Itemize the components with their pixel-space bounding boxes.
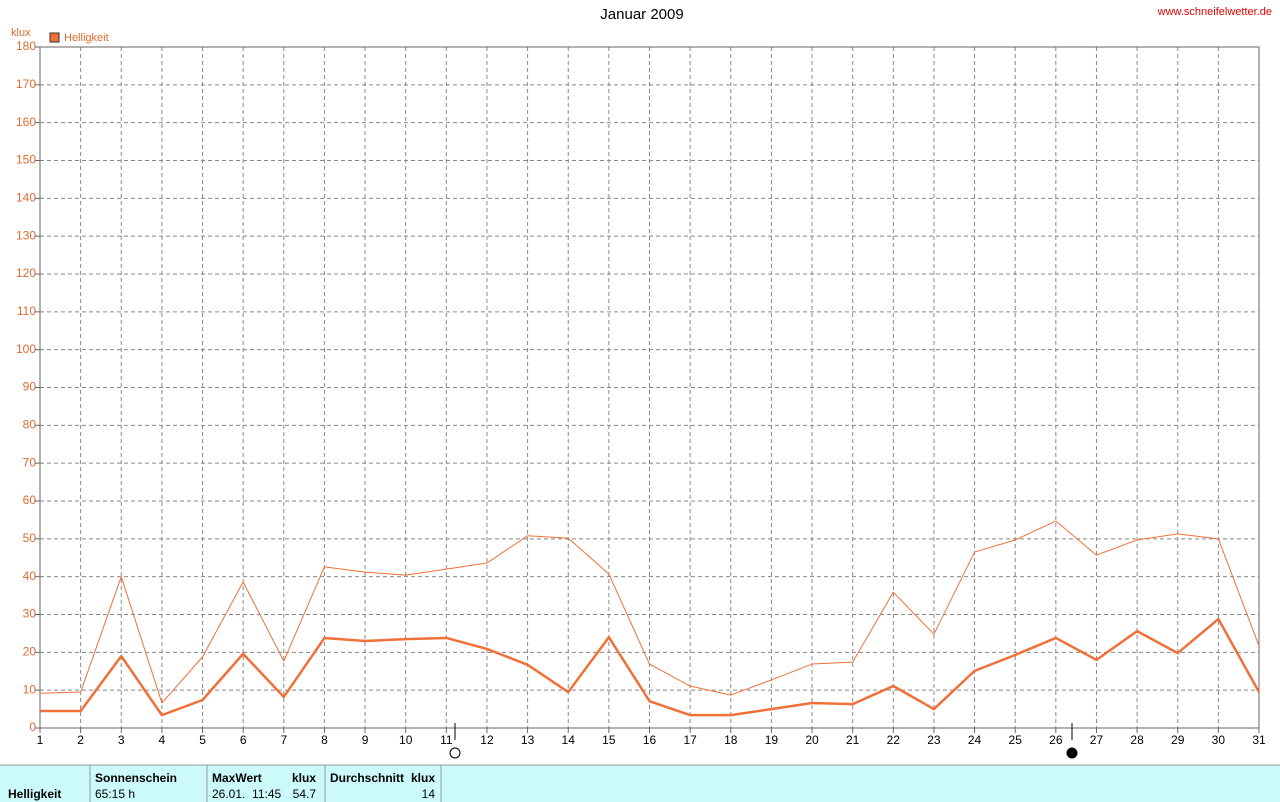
column-header: Durchschnitt	[330, 771, 404, 785]
x-tick-label: 23	[927, 733, 941, 747]
y-tick-label: 40	[23, 569, 37, 583]
y-tick-label: 20	[23, 645, 37, 659]
x-tick-label: 17	[683, 733, 697, 747]
x-tick-label: 15	[602, 733, 616, 747]
x-tick-label: 18	[724, 733, 738, 747]
cell: 14	[422, 787, 436, 801]
column-header: MaxWert	[212, 771, 262, 785]
y-tick-label: 170	[16, 77, 36, 91]
cell: 54.7	[293, 787, 317, 801]
y-tick-label: 100	[16, 342, 36, 356]
table-background	[0, 765, 1280, 802]
x-tick-label: 7	[280, 733, 287, 747]
y-tick-label: 30	[23, 607, 37, 621]
x-tick-label: 29	[1171, 733, 1185, 747]
y-axis-label: klux	[11, 27, 31, 39]
y-tick-label: 150	[16, 153, 36, 167]
data-line	[39, 520, 1260, 704]
x-tick-label: 20	[805, 733, 819, 747]
x-tick-label: 9	[362, 733, 369, 747]
y-tick-label: 60	[23, 493, 37, 507]
x-tick-label: 31	[1252, 733, 1266, 747]
y-tick-label: 160	[16, 115, 36, 129]
x-tick-label: 8	[321, 733, 328, 747]
lines	[39, 520, 1261, 717]
x-tick-label: 10	[399, 733, 413, 747]
y-tick-label: 140	[16, 191, 36, 205]
legend-label: Helligkeit	[64, 32, 109, 44]
y-tick-label: 80	[23, 418, 37, 432]
column-header: klux	[292, 771, 316, 785]
summary-table: Helligkeit Sonnenschein 65:15 h MaxWert …	[0, 764, 1280, 802]
column-header: Sonnenschein	[95, 771, 177, 785]
x-tick-label: 21	[846, 733, 860, 747]
x-tick-label: 19	[765, 733, 779, 747]
legend: Helligkeit	[49, 32, 109, 44]
x-tick-label: 3	[118, 733, 125, 747]
source: www.schneifelwetter.de	[1157, 6, 1272, 18]
cell: 26.01. 11:45	[212, 787, 281, 801]
y-tick-label: 50	[23, 531, 37, 545]
x-tick-label: 16	[643, 733, 657, 747]
chart-title: Januar 2009	[600, 6, 683, 23]
x-tick-label: 11	[440, 733, 453, 747]
x-tick-label: 26	[1049, 733, 1063, 747]
x-tick-label: 30	[1212, 733, 1226, 747]
x-tick-label: 25	[1009, 733, 1023, 747]
legend-swatch	[49, 32, 60, 43]
x-tick-label: 28	[1130, 733, 1144, 747]
y-tick-label: 70	[23, 455, 37, 469]
y-tick-label: 180	[16, 39, 36, 53]
x-tick-label: 14	[562, 733, 576, 747]
y-tick-label: 90	[23, 380, 37, 394]
plot-frame	[39, 46, 1260, 729]
x-tick-label: 1	[37, 733, 44, 747]
x-tick-label: 12	[480, 733, 494, 747]
y-tick-label: 10	[23, 682, 37, 696]
row-label: Helligkeit	[8, 787, 61, 801]
y-tick-label: 0	[29, 720, 36, 734]
x-tick-label: 22	[887, 733, 901, 747]
x-tick-label: 24	[968, 733, 982, 747]
grid: 0102030405060708090100110120130140150160…	[16, 39, 1266, 747]
y-tick-label: 110	[17, 304, 36, 318]
new-moon-icon	[1066, 747, 1078, 759]
x-tick-label: 5	[199, 733, 206, 747]
x-tick-label: 2	[77, 733, 84, 747]
y-tick-label: 120	[16, 266, 36, 280]
column-header: klux	[411, 771, 435, 785]
x-tick-label: 4	[159, 733, 166, 747]
x-tick-label: 13	[521, 733, 535, 747]
cell: 65:15 h	[95, 787, 135, 801]
y-tick-label: 130	[16, 228, 36, 242]
x-tick-label: 27	[1090, 733, 1104, 747]
x-tick-label: 6	[240, 733, 247, 747]
full-moon-icon	[449, 747, 461, 759]
data-line	[40, 617, 1261, 717]
